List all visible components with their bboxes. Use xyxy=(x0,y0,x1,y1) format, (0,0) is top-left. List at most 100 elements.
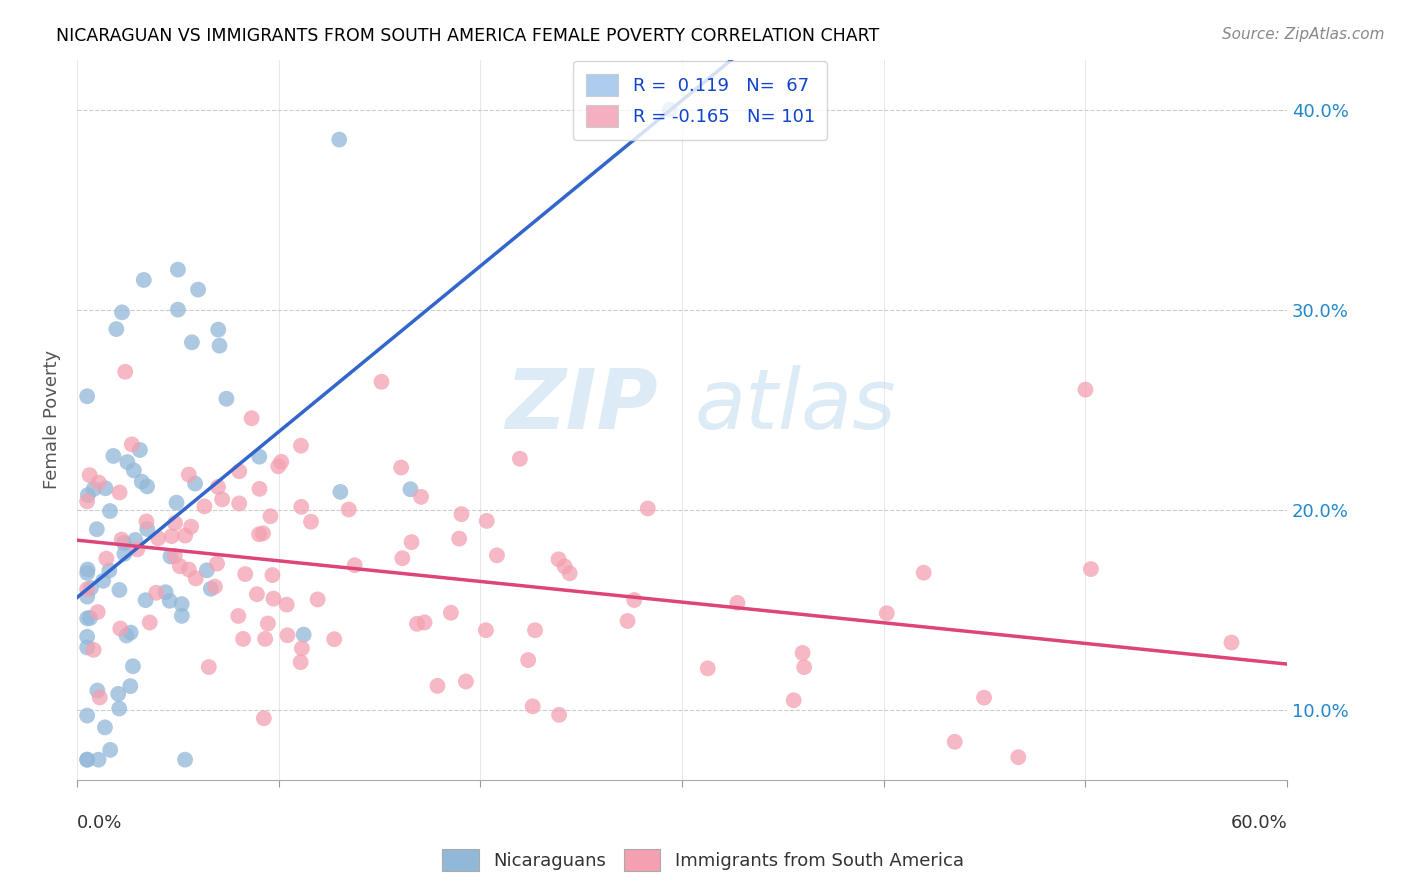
Point xyxy=(145,585,167,599)
Point xyxy=(292,627,315,641)
Point xyxy=(112,536,135,550)
Point xyxy=(121,437,143,451)
Point xyxy=(290,655,312,669)
Point xyxy=(343,558,366,573)
Point xyxy=(637,501,659,516)
Point xyxy=(87,475,110,490)
Point xyxy=(1074,383,1097,397)
Point xyxy=(177,563,200,577)
Point xyxy=(122,463,145,477)
Point xyxy=(177,467,200,482)
Point xyxy=(112,547,135,561)
Point xyxy=(111,305,134,319)
Legend: R =  0.119   N=  67, R = -0.165   N= 101: R = 0.119 N= 67, R = -0.165 N= 101 xyxy=(574,62,828,140)
Point xyxy=(89,690,111,705)
Point xyxy=(138,615,160,630)
Point xyxy=(105,322,128,336)
Point xyxy=(616,614,638,628)
Point xyxy=(115,628,138,642)
Point xyxy=(307,592,329,607)
Point xyxy=(207,323,229,337)
Point xyxy=(103,449,125,463)
Point xyxy=(110,622,132,636)
Point xyxy=(912,566,935,580)
Point xyxy=(276,628,298,642)
Point xyxy=(257,616,280,631)
Point xyxy=(973,690,995,705)
Point xyxy=(207,480,229,494)
Text: NICARAGUAN VS IMMIGRANTS FROM SOUTH AMERICA FEMALE POVERTY CORRELATION CHART: NICARAGUAN VS IMMIGRANTS FROM SOUTH AMER… xyxy=(56,27,880,45)
Point xyxy=(517,653,540,667)
Point xyxy=(328,133,350,147)
Point xyxy=(247,527,270,541)
Point xyxy=(249,482,271,496)
Point xyxy=(193,500,215,514)
Point xyxy=(262,591,284,606)
Point xyxy=(401,535,423,549)
Point xyxy=(80,581,103,595)
Point xyxy=(86,522,108,536)
Point xyxy=(226,609,249,624)
Point xyxy=(554,559,576,574)
Point xyxy=(76,753,98,767)
Point xyxy=(399,482,422,496)
Point xyxy=(76,562,98,576)
Point xyxy=(76,488,98,502)
Point xyxy=(96,551,118,566)
Point xyxy=(108,582,131,597)
Point xyxy=(86,683,108,698)
Point xyxy=(450,507,472,521)
Point xyxy=(159,549,181,564)
Point xyxy=(658,103,681,117)
Point xyxy=(200,582,222,596)
Point xyxy=(211,492,233,507)
Point xyxy=(299,515,322,529)
Point xyxy=(76,640,98,655)
Point xyxy=(240,411,263,425)
Point xyxy=(509,451,531,466)
Point xyxy=(228,464,250,478)
Legend: Nicaraguans, Immigrants from South America: Nicaraguans, Immigrants from South Ameri… xyxy=(436,842,970,879)
Point xyxy=(174,753,197,767)
Point xyxy=(623,593,645,607)
Point xyxy=(270,455,292,469)
Point xyxy=(108,701,131,715)
Point xyxy=(337,502,360,516)
Point xyxy=(696,661,718,675)
Point xyxy=(208,339,231,353)
Point xyxy=(252,526,274,541)
Point xyxy=(198,660,221,674)
Point xyxy=(329,484,352,499)
Point xyxy=(783,693,806,707)
Point xyxy=(290,439,312,453)
Point xyxy=(83,482,105,496)
Text: 0.0%: 0.0% xyxy=(77,814,122,832)
Point xyxy=(246,587,269,601)
Point xyxy=(370,375,392,389)
Point xyxy=(98,504,121,518)
Point xyxy=(94,481,117,495)
Point xyxy=(205,557,228,571)
Text: 60.0%: 60.0% xyxy=(1230,814,1286,832)
Point xyxy=(195,563,218,577)
Point xyxy=(440,606,463,620)
Point xyxy=(83,643,105,657)
Point xyxy=(132,273,155,287)
Point xyxy=(548,707,571,722)
Point xyxy=(485,549,508,563)
Point xyxy=(120,679,142,693)
Point xyxy=(180,519,202,533)
Point xyxy=(108,485,131,500)
Point xyxy=(793,660,815,674)
Y-axis label: Female Poverty: Female Poverty xyxy=(44,350,60,489)
Point xyxy=(146,531,169,545)
Point xyxy=(276,598,298,612)
Point xyxy=(131,475,153,489)
Point xyxy=(127,542,149,557)
Point xyxy=(323,632,346,647)
Point xyxy=(475,514,498,528)
Point xyxy=(290,500,312,514)
Text: ZIP: ZIP xyxy=(505,365,658,446)
Point xyxy=(1080,562,1102,576)
Point xyxy=(167,262,190,277)
